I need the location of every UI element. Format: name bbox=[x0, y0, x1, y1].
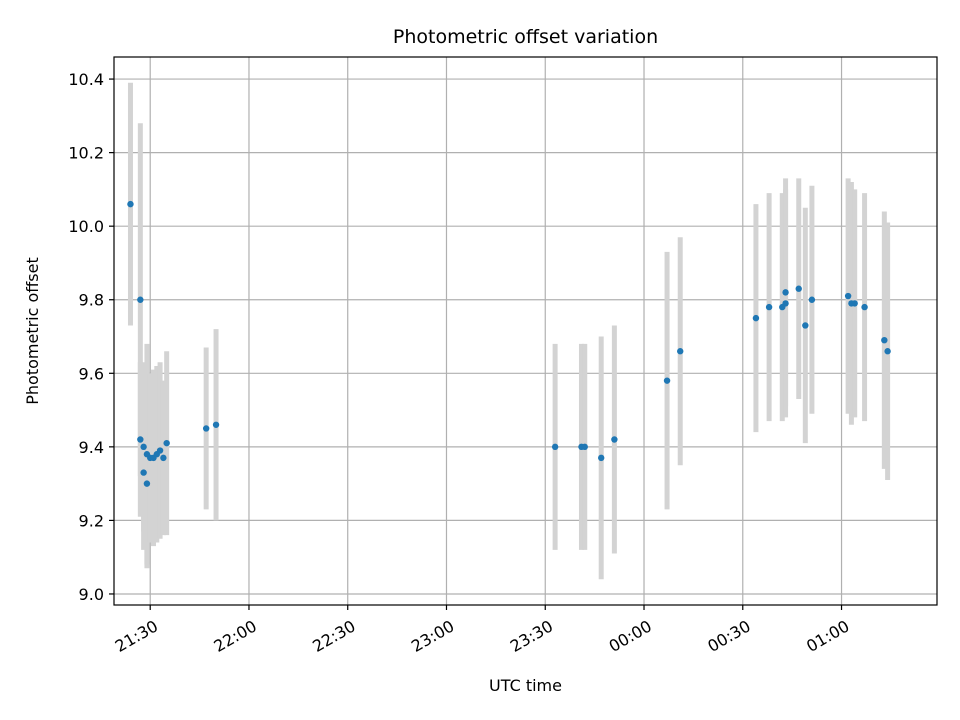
data-point bbox=[160, 454, 167, 462]
data-point bbox=[212, 421, 220, 428]
data-point bbox=[884, 348, 891, 355]
data-point bbox=[861, 303, 868, 311]
y-axis-label: Photometric offset bbox=[23, 257, 42, 405]
data-points bbox=[127, 200, 891, 487]
y-tick-label: 9.2 bbox=[79, 511, 104, 530]
y-tick-label: 9.6 bbox=[79, 364, 104, 383]
data-point bbox=[851, 300, 858, 307]
y-tick-label: 10.4 bbox=[68, 70, 104, 89]
data-point bbox=[163, 439, 170, 447]
data-point bbox=[663, 377, 671, 384]
data-point bbox=[140, 443, 147, 451]
data-point bbox=[765, 303, 773, 311]
data-point bbox=[844, 292, 852, 300]
data-point bbox=[808, 296, 816, 303]
data-point bbox=[137, 436, 144, 443]
data-point bbox=[881, 336, 888, 344]
data-point bbox=[782, 289, 789, 296]
data-point bbox=[802, 322, 809, 329]
y-tick-label: 9.4 bbox=[79, 438, 104, 457]
y-tick-label: 10.2 bbox=[68, 144, 104, 163]
data-point bbox=[140, 469, 147, 476]
data-point bbox=[752, 314, 760, 322]
y-axis-ticks: 9.0 9.2 9.4 9.6 9.8 10.0 10.2 10.4 bbox=[68, 70, 114, 604]
data-point bbox=[581, 443, 588, 451]
x-axis-label: UTC time bbox=[489, 676, 562, 695]
data-point bbox=[156, 447, 164, 454]
data-point bbox=[782, 300, 789, 307]
data-point bbox=[202, 425, 210, 432]
chart-title: Photometric offset variation bbox=[393, 26, 658, 48]
data-point bbox=[795, 285, 802, 292]
data-point bbox=[551, 443, 559, 451]
plot-frame bbox=[113, 56, 938, 606]
y-tick-label: 9.8 bbox=[79, 291, 104, 310]
y-tick-label: 10.0 bbox=[68, 217, 104, 236]
y-tick-label: 9.0 bbox=[79, 585, 104, 604]
data-point bbox=[611, 436, 618, 443]
data-point bbox=[143, 480, 151, 487]
data-point bbox=[137, 296, 144, 303]
grid-lines bbox=[114, 57, 937, 605]
data-point bbox=[127, 200, 134, 208]
data-point bbox=[598, 454, 605, 462]
data-point bbox=[677, 348, 684, 355]
